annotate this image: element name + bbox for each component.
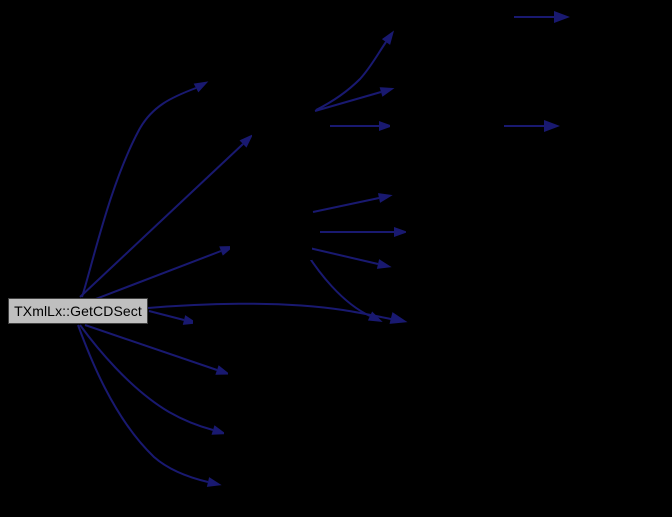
node-hidden-9[interactable]	[400, 78, 482, 102]
arrowhead	[377, 193, 393, 203]
node-hidden-11[interactable]	[400, 186, 482, 210]
node-hidden-15[interactable]	[578, 6, 660, 30]
arrowhead	[389, 312, 408, 324]
edge-line	[314, 91, 382, 112]
arrowhead	[544, 120, 560, 132]
node-hidden-4[interactable]	[193, 311, 275, 335]
edge-line	[84, 324, 218, 371]
arrowhead	[554, 11, 570, 23]
arrowhead	[367, 311, 383, 322]
node-hidden-3[interactable]	[230, 236, 312, 260]
node-hidden-12[interactable]	[406, 221, 488, 245]
arrowhead	[193, 81, 209, 93]
node-hidden-14[interactable]	[408, 310, 490, 334]
edge-arrowheads	[182, 11, 570, 487]
node-hidden-6[interactable]	[224, 412, 306, 436]
node-label: TXmlLx::GetCDSect	[14, 303, 142, 319]
edge-line	[304, 246, 379, 265]
node-hidden-8[interactable]	[406, 22, 488, 46]
node-hidden-2[interactable]	[252, 131, 334, 155]
node-hidden-5[interactable]	[228, 360, 310, 384]
edge-line	[81, 87, 197, 298]
arrowhead	[379, 121, 393, 131]
node-hidden-16[interactable]	[566, 114, 648, 138]
arrowhead	[206, 477, 222, 487]
edge-line	[79, 324, 214, 431]
node-hidden-10[interactable]	[390, 115, 472, 139]
edge-line	[148, 310, 185, 321]
edge-line	[315, 41, 387, 111]
arrowhead	[379, 87, 395, 97]
arrowhead	[394, 227, 408, 237]
edge-line	[77, 324, 209, 483]
arrowhead	[215, 365, 231, 375]
node-hidden-13[interactable]	[398, 254, 480, 278]
arrowhead	[376, 259, 392, 269]
node-hidden-7[interactable]	[222, 466, 304, 490]
node-hidden-1[interactable]	[228, 72, 310, 96]
arrowhead	[239, 134, 254, 148]
edge-line	[79, 143, 244, 298]
arrowhead	[211, 425, 227, 435]
node-txmllx-getcdsect[interactable]: TXmlLx::GetCDSect	[8, 298, 148, 324]
edge-lines	[77, 16, 554, 483]
edge-line	[312, 197, 380, 213]
edge-line	[79, 250, 222, 306]
arrowhead	[381, 30, 395, 45]
